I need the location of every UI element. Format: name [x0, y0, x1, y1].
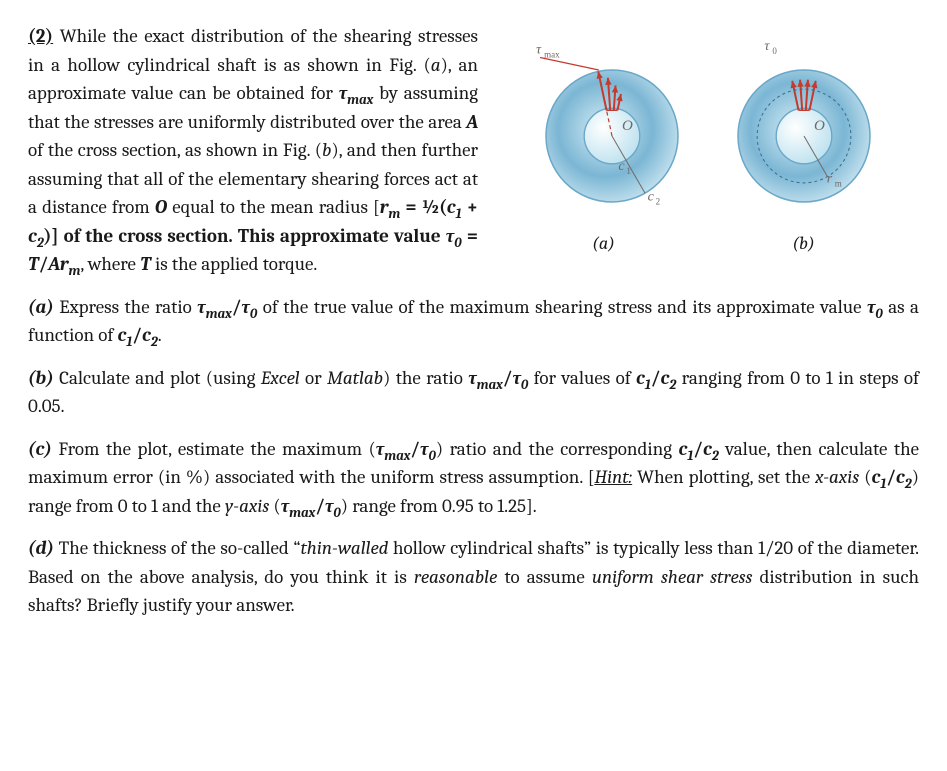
question-number: (2) [28, 25, 53, 47]
part-a: (a) Express the ratio τmax/τ0 of the tru… [28, 293, 919, 350]
svg-text:O: O [622, 118, 633, 134]
svg-text:1: 1 [626, 166, 631, 176]
svg-text:O: O [814, 118, 825, 134]
figure-a-label: (a) [592, 230, 615, 257]
svg-text:max: max [544, 50, 560, 60]
figure-a-wrap: Oτmaxc1c2 (a) [504, 24, 704, 257]
intro-paragraph: (2) While the exact distribution of the … [28, 22, 478, 279]
part-d: (d) The thickness of the so-called “thin… [28, 534, 919, 620]
svg-text:c: c [618, 159, 625, 174]
svg-text:m: m [834, 178, 841, 188]
part-c: (c) From the plot, estimate the maximum … [28, 435, 919, 521]
svg-text:c: c [647, 189, 654, 204]
figure-area: Oτmaxc1c2 (a) Oτ0rm (b) [488, 22, 919, 257]
figure-a: Oτmaxc1c2 [504, 24, 704, 224]
svg-text:0: 0 [772, 46, 777, 56]
part-b: (b) Calculate and plot (using Excel or M… [28, 364, 919, 421]
svg-text:2: 2 [655, 196, 660, 206]
svg-text:τ: τ [536, 43, 542, 58]
svg-text:r: r [826, 171, 832, 186]
figure-b-wrap: Oτ0 rm (b) [704, 24, 904, 257]
figure-b-label: (b) [792, 230, 814, 257]
svg-text:τ: τ [764, 39, 770, 54]
figure-b: Oτ0 rm [704, 24, 904, 224]
